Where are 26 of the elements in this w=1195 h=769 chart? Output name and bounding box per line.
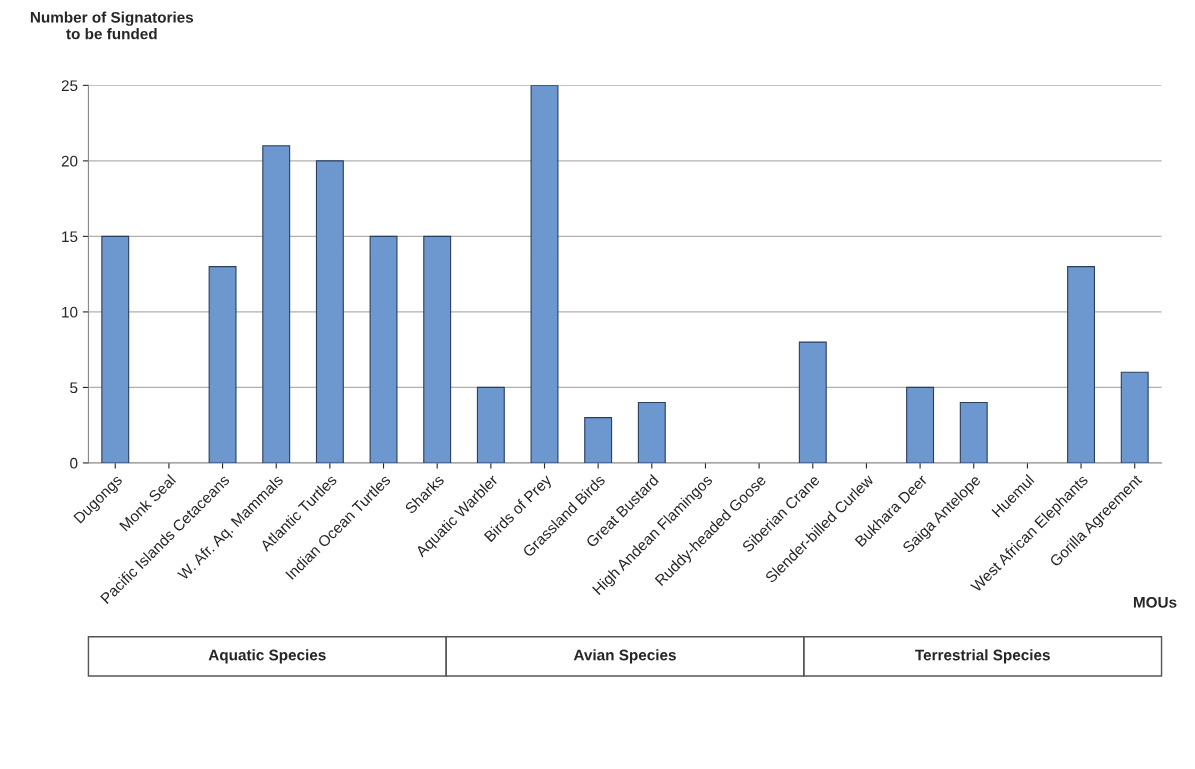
bar [423,235,452,463]
y-axis-title: Number of Signatories to be funded [30,11,194,40]
text: Avian Species [573,649,676,664]
y-tick-label: 25 [61,80,78,92]
bar [637,401,666,463]
y-tick-label: 15 [62,231,78,243]
bar [959,401,988,463]
bar [1120,371,1149,463]
bar [315,160,344,463]
x-axis-title: MOUs [1133,596,1177,608]
bar [798,341,827,463]
text: Terrestrial Species [915,649,1050,664]
y-tick-label: 5 [70,382,78,394]
bar [906,386,935,463]
y-tick-label: 0 [70,457,78,469]
bar [101,235,130,463]
bar [584,417,613,463]
bar [1067,266,1096,463]
bar [262,145,291,463]
text: Aquatic Species [208,649,326,664]
bar [476,386,505,463]
bar [208,266,237,463]
bar [369,235,398,463]
y-tick-label: 10 [62,306,78,318]
y-tick-label: 20 [61,155,78,167]
bar [530,85,559,463]
